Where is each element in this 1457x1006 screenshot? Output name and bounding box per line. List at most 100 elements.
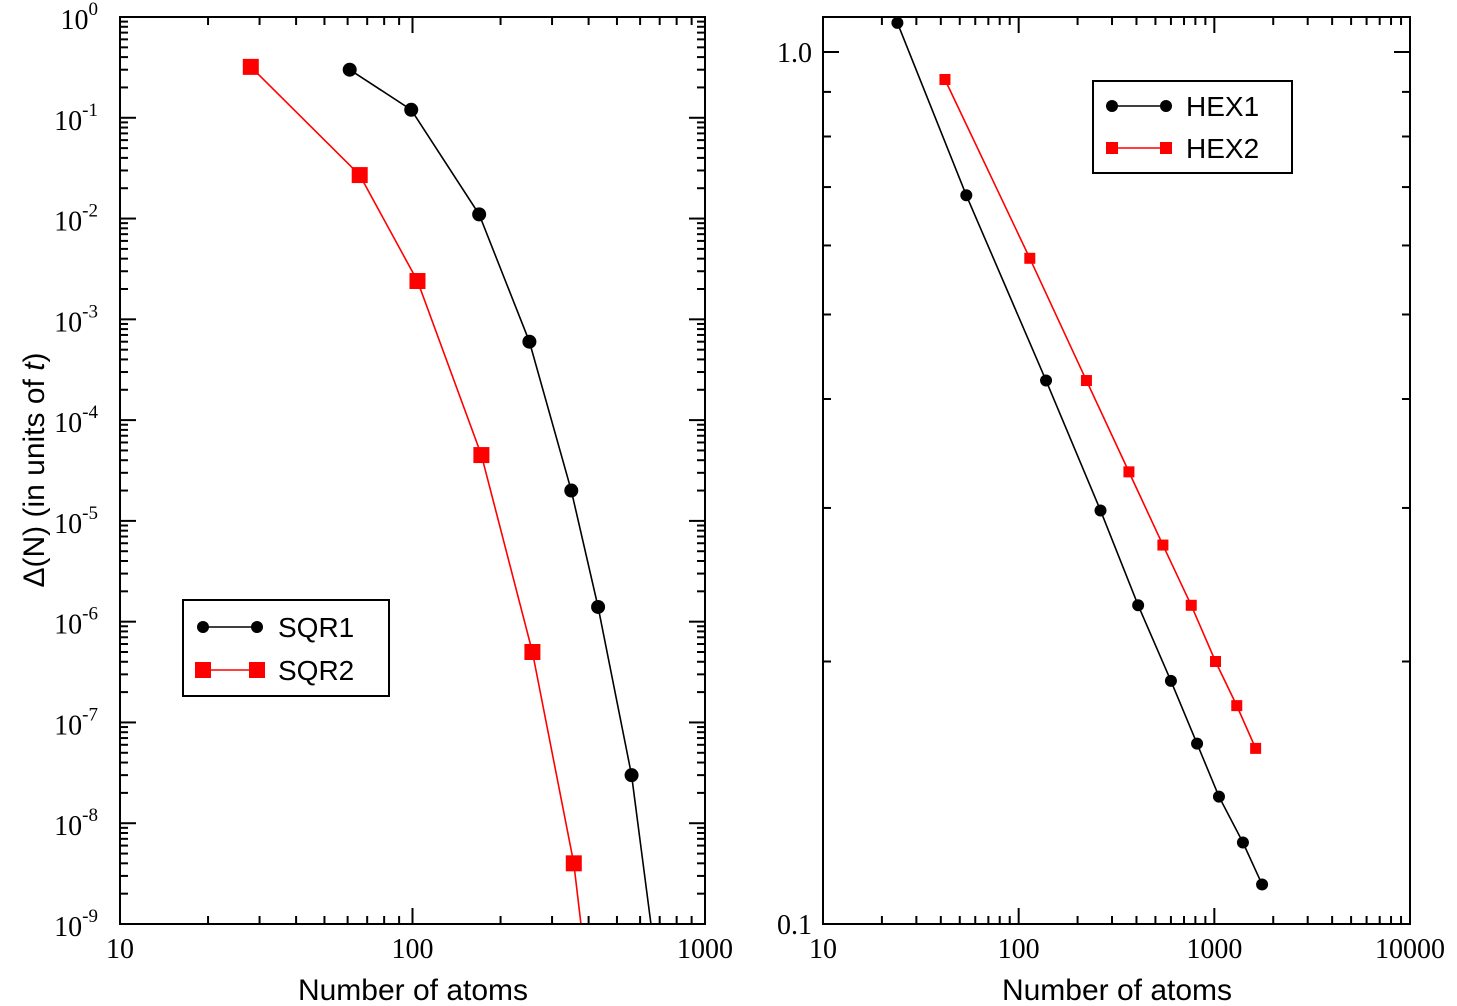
y-tick-base: 10 — [54, 912, 82, 943]
data-point-hex2 — [1231, 700, 1243, 712]
y-tick-exp: 0 — [89, 0, 99, 20]
y-tick-exp: -8 — [82, 805, 98, 826]
y-tick-exp: -5 — [82, 503, 98, 524]
legend-sqr1-marker-b — [251, 621, 263, 633]
right-plot-area — [891, 17, 1269, 891]
data-point-hex2 — [1250, 742, 1262, 754]
data-point-hex2 — [1185, 599, 1197, 611]
legend-hex2-label: HEX2 — [1186, 133, 1259, 164]
data-point-hex1 — [1040, 374, 1053, 387]
data-point-hex1 — [1164, 674, 1177, 687]
right-legend-box — [1092, 80, 1293, 174]
left-y-axis-title-var: t — [18, 361, 51, 371]
y-tick-label: 1.0 — [777, 38, 812, 69]
data-point-hex2 — [1157, 539, 1169, 551]
data-point-sqr1 — [404, 102, 419, 117]
series-sqr2 — [242, 58, 582, 924]
data-point-hex1 — [1132, 599, 1145, 612]
y-tick-label: 10-2 — [54, 201, 98, 238]
data-point-sqr1 — [342, 62, 357, 77]
y-tick-base: 10 — [54, 408, 82, 439]
y-tick-base: 10 — [54, 811, 82, 842]
x-tick-label: 10 — [106, 934, 134, 965]
legend-sqr2-marker-b — [249, 662, 265, 678]
x-tick-label: 1000 — [1186, 934, 1242, 965]
legend-hex1-marker-a — [1106, 100, 1118, 112]
data-point-sqr2 — [473, 447, 490, 464]
legend-sqr1-label: SQR1 — [278, 612, 354, 643]
x-tick-label: 1000 — [677, 934, 733, 965]
left-plot-area — [242, 58, 652, 924]
data-point-hex2 — [1210, 656, 1222, 668]
left-plot-frame — [119, 16, 706, 925]
right-plot-frame — [822, 16, 1411, 925]
y-tick-label: 0.1 — [777, 910, 812, 941]
data-point-sqr2 — [242, 58, 259, 75]
x-tick-label: 100 — [392, 934, 434, 965]
y-tick-base: 10 — [54, 106, 82, 137]
legend-sqr2-label: SQR2 — [278, 655, 354, 686]
right-chart-panel: 10 100 1000 10000 1.0 0.1 Number of atoms HEX… — [777, 16, 1445, 1006]
legend-hex1-label: HEX1 — [1186, 91, 1259, 122]
left-chart-panel: 10 100 100010010-110-210-310-410-510-610-7… — [18, 0, 733, 1006]
data-point-hex1 — [1191, 737, 1204, 750]
series-line-hex2 — [944, 79, 1257, 749]
y-tick-base: 10 — [54, 207, 82, 238]
data-point-hex2 — [1080, 375, 1092, 387]
y-tick-label: 10-4 — [54, 402, 98, 439]
y-tick-exp: -4 — [82, 402, 98, 423]
y-tick-label: 10-9 — [54, 906, 98, 943]
legend-hex1-marker-b — [1160, 100, 1172, 112]
legend-sqr2-marker-a — [195, 662, 211, 678]
data-point-hex1 — [1212, 790, 1225, 803]
y-tick-label: 10-8 — [54, 805, 98, 842]
data-point-sqr1 — [591, 599, 606, 614]
y-tick-base: 10 — [54, 610, 82, 641]
left-y-axis-title-prefix: Δ(N) (in units of — [18, 371, 51, 588]
right-ticks: 10 100 1000 10000 1.0 0.1 — [777, 17, 1445, 965]
series-line-sqr1 — [349, 69, 652, 924]
legend-hex2-marker-a — [1106, 142, 1118, 154]
y-tick-label: 10-1 — [54, 100, 98, 137]
data-point-hex2 — [1024, 252, 1036, 264]
y-tick-label: 100 — [61, 0, 99, 36]
x-tick-label: 10 — [809, 934, 837, 965]
left-y-axis-title-suffix: ) — [18, 352, 51, 362]
y-tick-exp: -1 — [82, 100, 98, 121]
legend-sqr1-marker-a — [197, 621, 209, 633]
y-tick-base: 10 — [54, 710, 82, 741]
x-tick-label: 100 — [998, 934, 1040, 965]
data-point-hex2 — [939, 73, 951, 85]
data-point-sqr1 — [522, 334, 537, 349]
data-point-sqr2 — [565, 855, 582, 872]
y-tick-label: 10-7 — [54, 704, 98, 741]
data-point-hex1 — [1236, 836, 1249, 849]
data-point-hex2 — [1123, 466, 1135, 478]
data-point-sqr2 — [351, 167, 368, 184]
y-tick-label: 10-3 — [54, 301, 98, 338]
y-tick-exp: -9 — [82, 906, 98, 927]
series-hex1 — [891, 17, 1269, 891]
right-legend: HEX1 HEX2 — [1092, 80, 1293, 174]
y-tick-label: 10-5 — [54, 503, 98, 540]
data-point-hex1 — [1256, 878, 1269, 891]
left-y-axis-title: Δ(N) (in units of t) — [18, 352, 51, 587]
series-line-sqr2 — [250, 66, 582, 924]
data-point-hex1 — [891, 17, 904, 29]
legend-hex2-marker-b — [1160, 142, 1172, 154]
left-x-axis-title: Number of atoms — [298, 974, 528, 1006]
y-tick-exp: -7 — [82, 704, 98, 725]
series-hex2 — [939, 73, 1262, 754]
y-tick-base: 10 — [54, 509, 82, 540]
y-tick-exp: -2 — [82, 201, 98, 222]
y-tick-base: 10 — [61, 5, 89, 36]
right-x-axis-title: Number of atoms — [1002, 974, 1232, 1006]
data-point-hex1 — [1094, 504, 1107, 517]
left-legend: SQR1 SQR2 — [182, 599, 390, 697]
data-point-sqr1 — [564, 483, 579, 498]
data-point-sqr2 — [524, 644, 541, 661]
data-point-sqr1 — [472, 207, 487, 222]
series-sqr1 — [342, 62, 652, 924]
series-line-hex1 — [896, 22, 1263, 885]
